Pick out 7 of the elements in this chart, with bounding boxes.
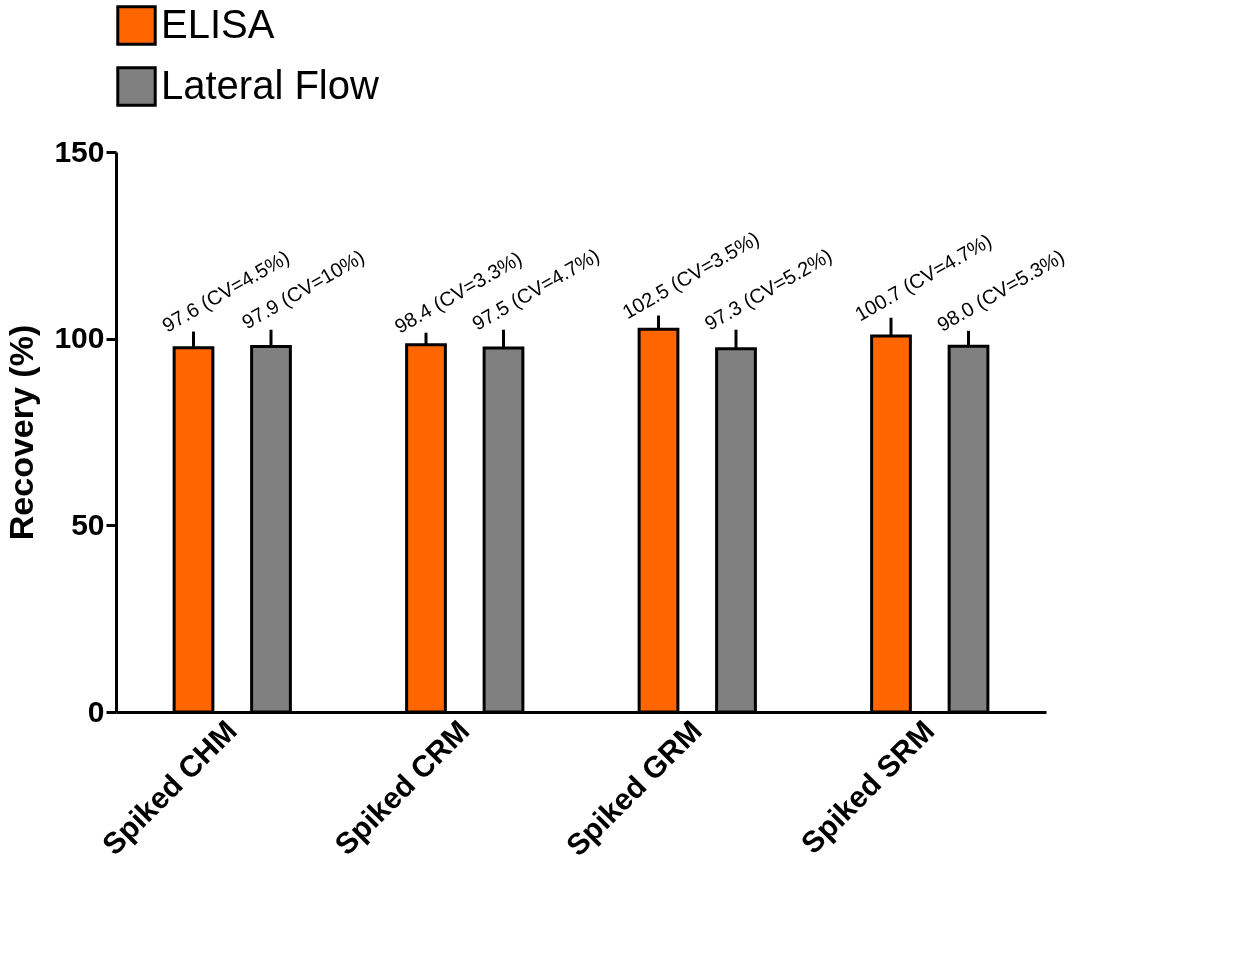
y-tick-label: 150: [54, 134, 105, 168]
y-axis-title: Recovery (%): [2, 324, 41, 541]
y-tick-label: 100: [54, 321, 105, 355]
y-tick-label: 0: [87, 694, 105, 728]
legend-label: ELISA: [161, 1, 275, 46]
y-tick-label: 50: [71, 507, 105, 541]
legend-label: Lateral Flow: [161, 62, 379, 107]
